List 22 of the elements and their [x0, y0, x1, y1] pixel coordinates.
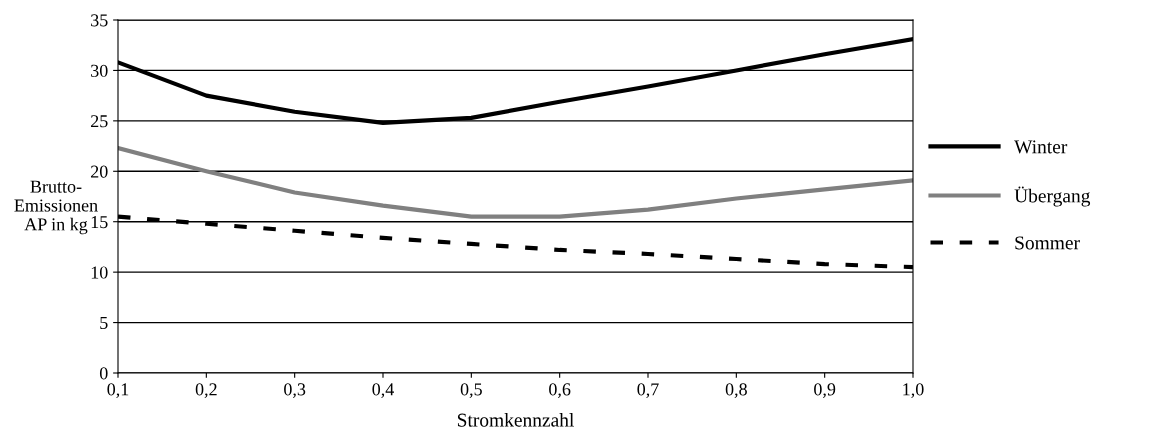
x-tick-label: 0,9: [814, 383, 836, 399]
y-tick-label: 30: [91, 64, 108, 77]
x-tick-label: 0,6: [549, 383, 571, 399]
x-tick-label: 0,3: [284, 383, 306, 399]
y-tick-label: 0: [99, 367, 108, 380]
x-tick-label: 0,7: [637, 383, 659, 399]
y-tick-label: 5: [100, 317, 108, 330]
y-tick-label: 10: [91, 266, 108, 279]
x-tick-label: 0,5: [460, 383, 482, 399]
x-axis-title: Stromkennzahl: [457, 412, 574, 427]
x-tick-label: 0,1: [107, 383, 129, 399]
x-tick-label: 1,0: [903, 383, 924, 399]
x-tick-label: 0,8: [725, 383, 747, 399]
y-tick-label: 15: [91, 216, 108, 229]
legend-label: Winter: [1014, 140, 1068, 154]
x-tick-label: 0,4: [372, 383, 394, 399]
legend-label: Sommer: [1015, 236, 1080, 250]
legend-label: Übergang: [1014, 186, 1091, 207]
y-tick-label: 35: [91, 14, 108, 27]
y-tick-label: 20: [91, 165, 108, 178]
x-tick-label: 0,2: [195, 383, 217, 399]
y-tick-label: 25: [91, 115, 108, 128]
